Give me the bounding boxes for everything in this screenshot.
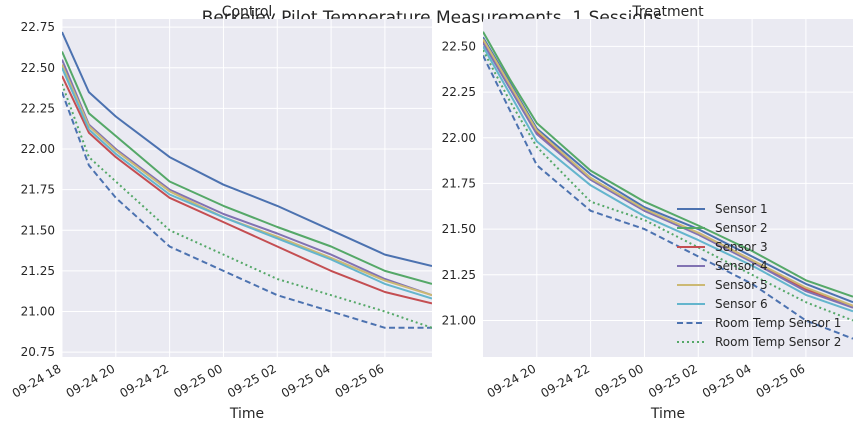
series-line-room-temp-sensor-2 [62, 83, 432, 329]
series-line-sensor-6 [483, 45, 853, 313]
x-tick-label: 09-24 22 [538, 361, 592, 400]
x-tick-label: 09-25 04 [279, 361, 333, 400]
legend: Sensor 1 Sensor 2 Sensor 3 Sensor 4 Sensor 5… [677, 202, 841, 349]
x-tick-label: 09-25 04 [700, 361, 754, 400]
y-tick-label: 22.25 [21, 101, 55, 115]
series-line-sensor-4 [62, 59, 432, 297]
panel-control: 20.75 21.00 21.25 21.50 21.75 22.00 22.25 22.50… [10, 4, 432, 422]
legend-label: Room Temp Sensor 2 [715, 335, 841, 349]
legend-label: Room Temp Sensor 1 [715, 316, 841, 330]
y-tick-label: 22.00 [21, 142, 55, 156]
series-line-sensor-1 [62, 31, 432, 267]
y-tick-label: 21.50 [21, 223, 55, 237]
y-tick-label: 22.00 [442, 131, 476, 145]
legend-label: Sensor 5 [715, 278, 768, 292]
series-line-sensor-3 [62, 75, 432, 305]
panel-treatment: 21.00 21.25 21.50 21.75 22.00 22.25 22.50 09-24… [442, 4, 853, 422]
y-tick-label: 22.50 [21, 61, 55, 75]
series-group [483, 31, 853, 340]
series-line-room-temp-sensor-2 [483, 49, 853, 322]
y-tick-label: 21.75 [21, 183, 55, 197]
x-tick-label: 09-25 02 [225, 361, 279, 400]
x-axis-label: Time [229, 406, 264, 422]
x-tick-label: 09-25 02 [646, 361, 700, 400]
y-tick-label: 20.75 [21, 345, 55, 359]
y-tick-label: 21.00 [21, 305, 55, 319]
legend-label: Sensor 1 [715, 202, 768, 216]
series-line-sensor-2 [483, 31, 853, 298]
series-line-sensor-6 [62, 67, 432, 300]
x-tick-label: 09-25 00 [592, 361, 646, 400]
y-tick-label: 22.75 [21, 20, 55, 34]
x-tick-label: 09-24 20 [64, 361, 118, 400]
y-tick-label: 21.75 [442, 176, 476, 190]
y-tick-label: 21.00 [442, 313, 476, 327]
legend-label: Sensor 2 [715, 221, 768, 235]
series-line-sensor-2 [62, 51, 432, 285]
y-tick-label: 21.25 [442, 268, 476, 282]
plot-area [483, 19, 853, 357]
y-tick-label: 22.50 [442, 39, 476, 53]
legend-label: Sensor 6 [715, 297, 768, 311]
plot-area [62, 19, 432, 357]
x-tick-label: 09-24 18 [10, 361, 64, 400]
legend-label: Sensor 4 [715, 259, 768, 273]
x-tick-label: 09-25 06 [754, 361, 808, 400]
series-group [62, 31, 432, 329]
series-line-sensor-5 [483, 38, 853, 307]
x-tick-label: 09-25 06 [333, 361, 387, 400]
panel-title: Treatment [631, 4, 704, 20]
x-tick-label: 09-24 20 [485, 361, 539, 400]
x-axis-label: Time [650, 406, 685, 422]
y-tick-label: 21.50 [442, 222, 476, 236]
y-tick-label: 22.25 [442, 85, 476, 99]
series-line-room-temp-sensor-1 [483, 55, 853, 340]
x-tick-label: 09-24 22 [117, 361, 171, 400]
series-line-room-temp-sensor-1 [62, 91, 432, 329]
legend-label: Sensor 3 [715, 240, 768, 254]
panel-title: Control [222, 4, 273, 20]
x-tick-label: 09-25 00 [171, 361, 225, 400]
y-tick-label: 21.25 [21, 264, 55, 278]
series-line-sensor-4 [483, 42, 853, 309]
